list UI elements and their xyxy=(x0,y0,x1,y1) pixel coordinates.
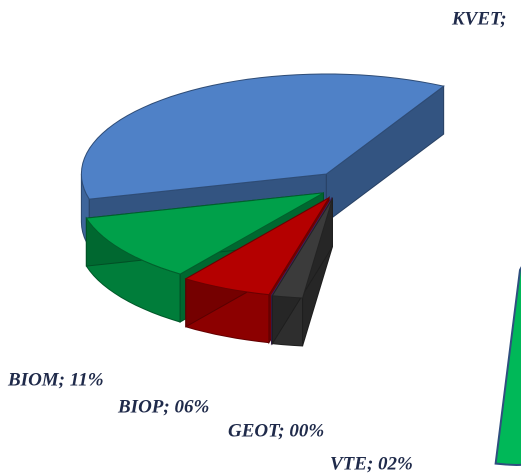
data-label: BIOM; 11% xyxy=(7,369,104,390)
data-label: GEOT; 00% xyxy=(228,420,324,441)
slice xyxy=(271,198,333,299)
data-label: VTE; 02% xyxy=(330,453,413,474)
slice xyxy=(80,73,445,200)
slice xyxy=(184,197,330,296)
slice xyxy=(494,266,521,466)
data-label: KVET; xyxy=(451,8,507,29)
data-label: BIOP; 06% xyxy=(117,396,209,417)
slice xyxy=(85,192,324,275)
